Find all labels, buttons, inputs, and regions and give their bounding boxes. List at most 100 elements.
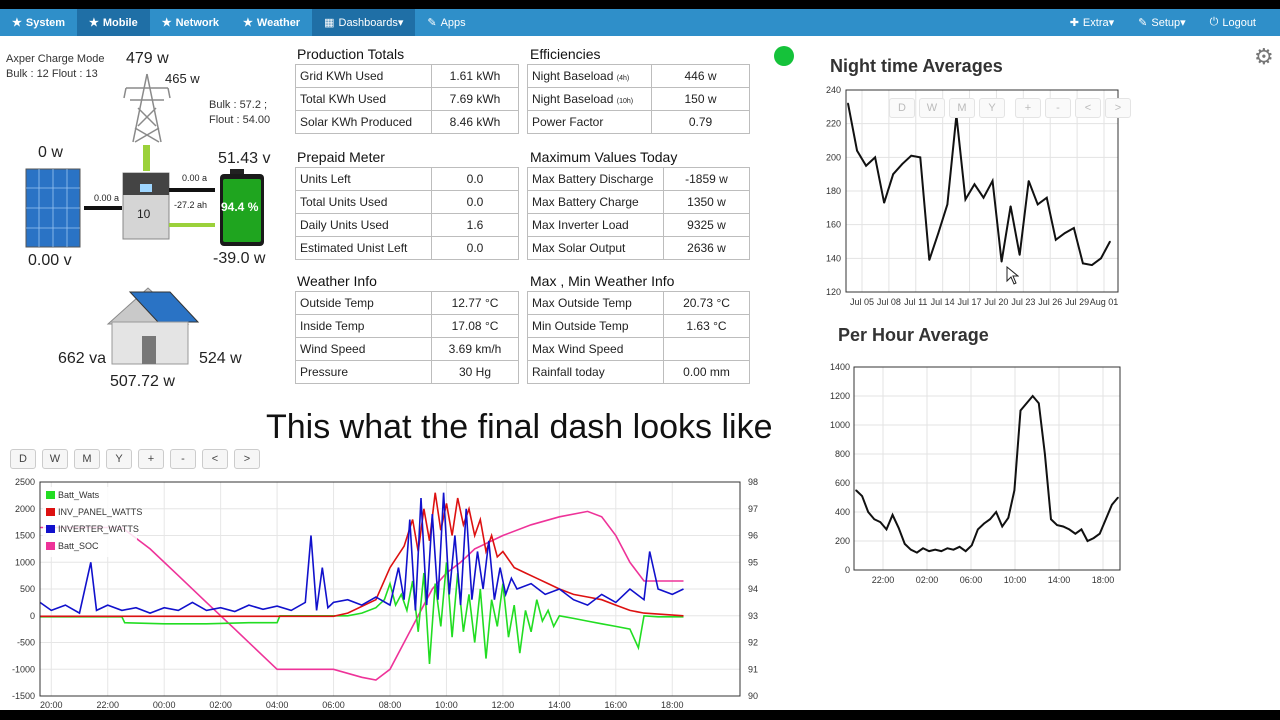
letterbox-top	[0, 0, 1280, 9]
battery-current: 0.00 a	[182, 173, 208, 183]
pencil-icon: ✎	[427, 17, 437, 29]
battery-amp-hours: -27.2 ah	[174, 200, 208, 210]
night-data-point	[883, 201, 885, 204]
x-tick-label: 02:00	[209, 700, 232, 710]
hour-data-point	[958, 546, 961, 548]
star-icon: ★	[243, 17, 253, 29]
night-plot-frame	[845, 89, 1119, 293]
zoom-in-button[interactable]: +	[138, 449, 164, 469]
night-data-point	[937, 232, 940, 234]
battery-feed-line-top	[169, 188, 215, 192]
x-tick-label: Jul 05	[850, 297, 874, 307]
night-data-point	[892, 173, 894, 175]
nav-weather[interactable]: ★ Weather	[243, 16, 301, 30]
hour-data-point	[1056, 524, 1058, 526]
plus-icon: ✚	[1069, 17, 1079, 29]
nav-network[interactable]: ★ Network	[161, 16, 220, 30]
power-flow-graphics	[25, 73, 264, 365]
house-real-power: 524 w	[199, 350, 242, 367]
gear-icon[interactable]: ⚙	[1254, 44, 1274, 69]
table-row: Solar KWh Produced 8.46 kWh	[295, 110, 519, 134]
hour-data-point	[952, 548, 955, 551]
y-tick-label-right: 98	[748, 477, 758, 487]
letterbox-bottom	[0, 710, 1280, 720]
nav-logout[interactable]: ⏻ Logout	[1209, 16, 1256, 29]
range-year-button[interactable]: Y	[979, 98, 1005, 118]
y-tick-label-right: 92	[748, 638, 758, 648]
hour-data-point	[1086, 540, 1089, 542]
grid-power-secondary: 465 w	[165, 71, 200, 86]
x-tick-label: 10:00	[1004, 575, 1027, 585]
x-tick-label: Aug 01	[1090, 297, 1119, 307]
inverter-icon	[122, 172, 170, 240]
pan-left-button[interactable]: <	[1075, 98, 1101, 118]
production-totals-table: Grid KWh Used 1.61 kWh Total KWh Used 7.69…	[295, 64, 519, 134]
range-year-button[interactable]: Y	[106, 449, 132, 469]
hour-data-point	[977, 528, 979, 531]
night-data-point	[964, 198, 967, 201]
x-tick-label: 12:00	[492, 700, 515, 710]
pan-right-button[interactable]: >	[1105, 98, 1131, 118]
nav-mobile[interactable]: ★ Mobile	[77, 9, 150, 36]
x-tick-label: 02:00	[916, 575, 939, 585]
range-day-button[interactable]: D	[889, 98, 915, 118]
inverter-watts-series	[39, 492, 684, 615]
y-tick-label-left: 2500	[15, 477, 35, 487]
battery-voltage: 51.43 v	[218, 150, 271, 167]
pan-left-button[interactable]: <	[202, 449, 228, 469]
night-data-point	[1073, 227, 1075, 229]
x-tick-label: 20:00	[40, 700, 63, 710]
hour-data-point	[861, 495, 863, 497]
hour-series-line	[855, 394, 1119, 554]
table-row: Daily Units Used 1.6	[295, 213, 519, 237]
power-icon: ⏻	[1209, 16, 1219, 28]
hour-data-point	[1019, 409, 1022, 412]
range-week-button[interactable]: W	[42, 449, 68, 469]
weather-info-table: Outside Temp 12.77 °C Inside Temp 17.08 °C…	[295, 291, 519, 384]
y-tick-label: 200	[826, 152, 841, 162]
range-month-button[interactable]: M	[74, 449, 100, 469]
x-tick-label: Jul 11	[904, 297, 927, 307]
table-row: Total Units Used 0.0	[295, 190, 519, 214]
pylon-icon	[123, 73, 171, 143]
nav-apps[interactable]: ✎ Apps	[427, 16, 466, 30]
legend-label-soc: Batt_SOC	[58, 541, 99, 551]
x-tick-label: 06:00	[322, 700, 345, 710]
nav-dashboards-dropdown[interactable]: ▦ Dashboards ▾	[312, 9, 416, 36]
y-tick-label: 0	[845, 565, 850, 575]
nav-system[interactable]: ★ System	[12, 16, 66, 30]
zoom-in-button[interactable]: +	[1015, 98, 1041, 118]
y-tick-label-left: 500	[20, 584, 35, 594]
main-plot-frame	[39, 481, 741, 697]
y-tick-label: 220	[826, 119, 841, 129]
star-icon: ★	[89, 17, 99, 29]
zoom-out-button[interactable]: -	[1045, 98, 1071, 118]
zoom-out-button[interactable]: -	[170, 449, 196, 469]
y-tick-label-left: 1000	[15, 557, 35, 567]
batt-wats-series	[40, 562, 684, 664]
range-month-button[interactable]: M	[949, 98, 975, 118]
hour-data-point	[885, 528, 888, 531]
grid-icon: ▦	[324, 17, 335, 29]
y-tick-label: 240	[826, 85, 841, 95]
pan-right-button[interactable]: >	[234, 449, 260, 469]
y-tick-label-right: 90	[748, 691, 758, 701]
y-tick-label: 140	[826, 253, 841, 263]
hour-data-point	[897, 527, 900, 529]
flout-voltage: Flout : 54.00	[209, 114, 271, 126]
solar-feed-line	[84, 206, 122, 210]
max-min-weather-table: Max Outside Temp 20.73 °C Min Outside Tem…	[527, 291, 750, 384]
night-chart-title: Night time Averages	[830, 56, 1003, 76]
energy-history-chart: -1500 -1000 -500 0 500 1000 1500 2000 2500 90 91 9…	[12, 477, 758, 710]
nav-setup-dropdown[interactable]: ✎ Setup ▾	[1138, 16, 1186, 30]
status-indicator	[774, 46, 794, 66]
hour-chart-title: Per Hour Average	[838, 325, 989, 345]
nav-extra-dropdown[interactable]: ✚ Extra ▾	[1069, 16, 1115, 30]
night-data-point	[1109, 240, 1111, 243]
range-day-button[interactable]: D	[10, 449, 36, 469]
star-icon: ★	[12, 17, 22, 29]
solar-power: 0 w	[38, 144, 63, 161]
range-week-button[interactable]: W	[919, 98, 945, 118]
hour-data-point	[1092, 537, 1095, 539]
legend-label-inverter: INVERTER_WATTS	[58, 524, 139, 534]
